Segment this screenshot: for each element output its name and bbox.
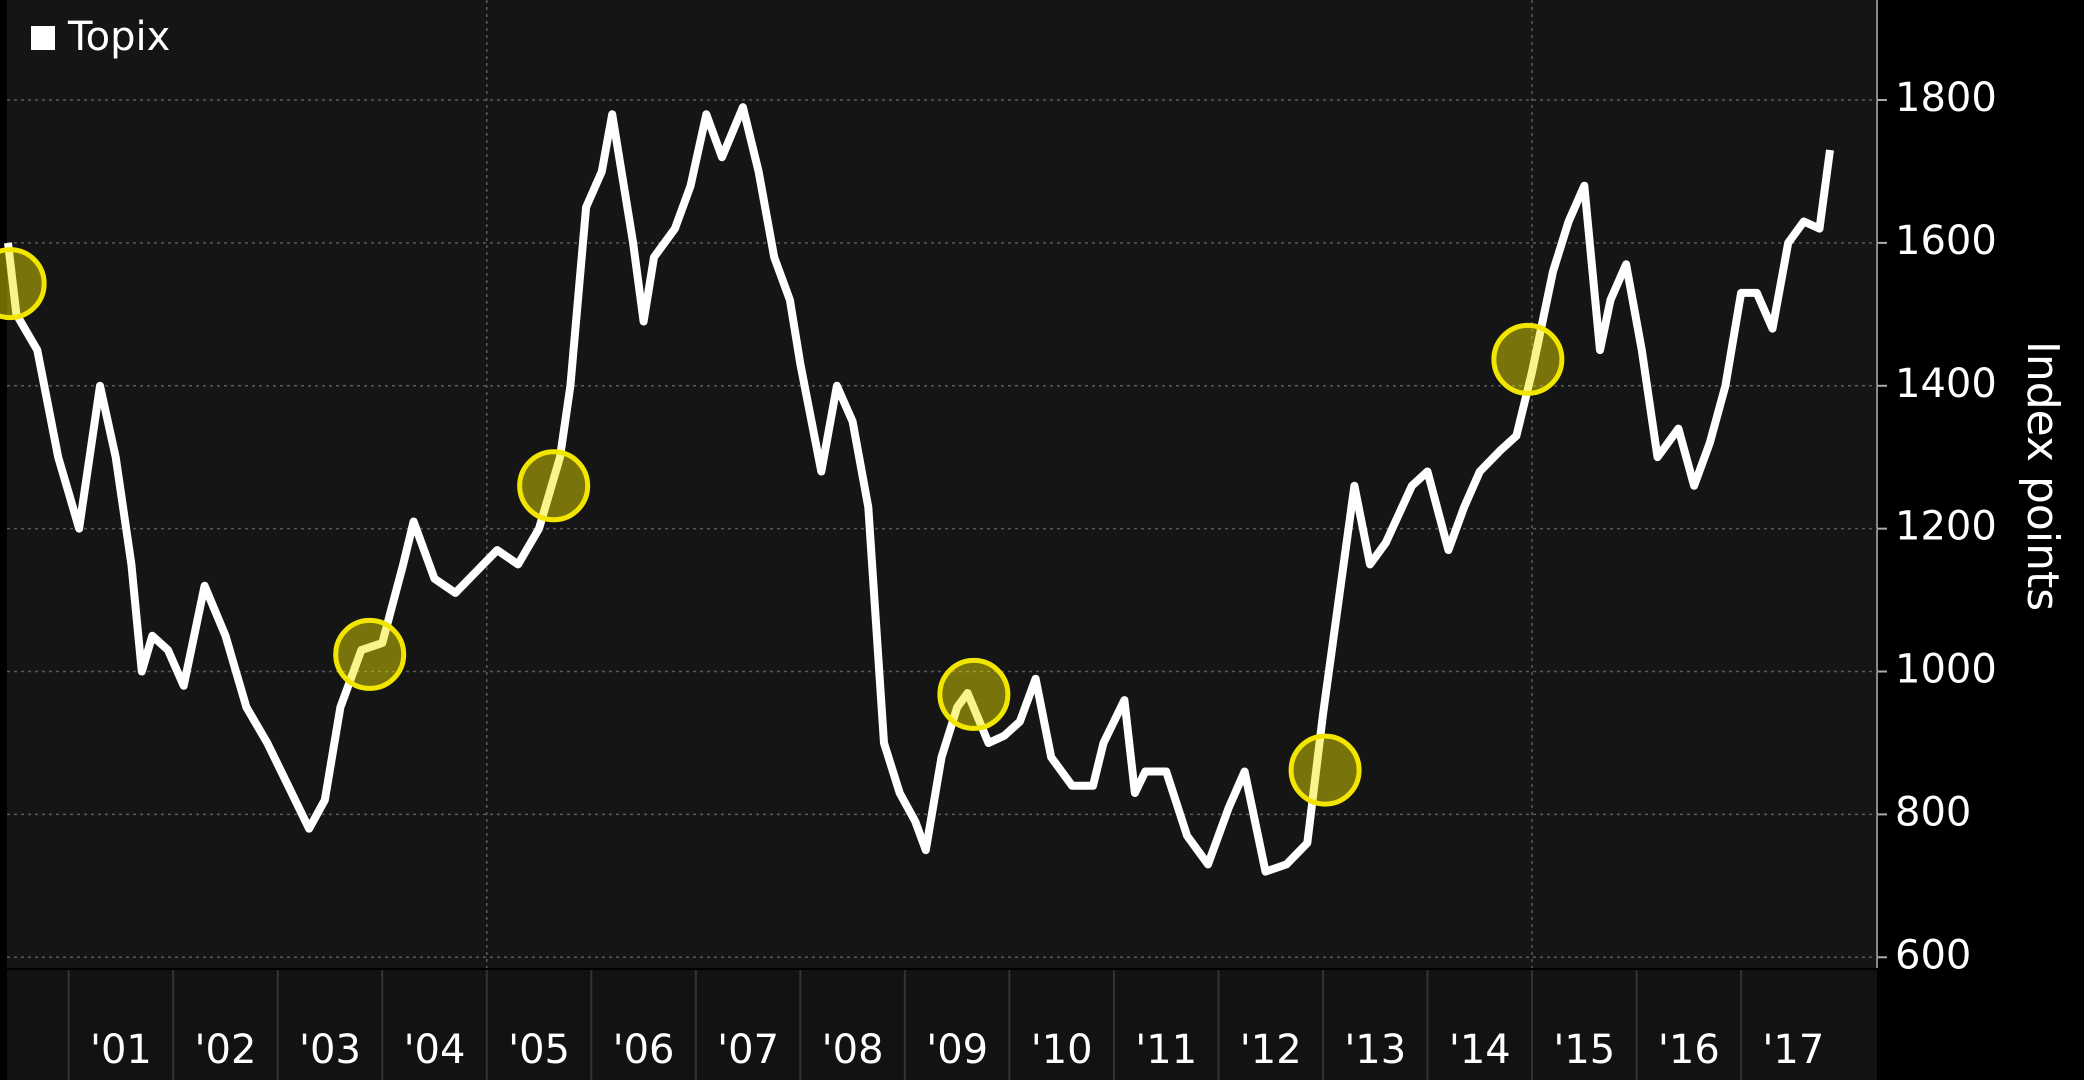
y-tick-label: 1400 bbox=[1895, 361, 1997, 407]
x-tick-label: '05 bbox=[508, 1027, 570, 1073]
y-tick-label: 1200 bbox=[1895, 504, 1997, 550]
plot bbox=[0, 103, 1834, 876]
x-tick-label: '07 bbox=[717, 1027, 779, 1073]
x-tick-label: '11 bbox=[1135, 1027, 1197, 1073]
axes: 600 800 1000 1200 1400 1600 1800 '01 '02 '03 '04 '0… bbox=[67, 75, 1997, 1080]
legend-swatch bbox=[31, 26, 55, 50]
grid bbox=[7, 0, 1877, 968]
x-tick-label: '17 bbox=[1762, 1027, 1824, 1073]
y-tick-label: 600 bbox=[1895, 932, 1971, 978]
x-tick-label: '02 bbox=[195, 1027, 257, 1073]
y-tick-label: 1800 bbox=[1895, 75, 1997, 121]
highlight-marker bbox=[333, 617, 407, 691]
x-axis-strip bbox=[7, 970, 1877, 1080]
y-tick-label: 1600 bbox=[1895, 218, 1997, 264]
highlight-marker bbox=[517, 449, 591, 523]
x-tick-label: '09 bbox=[926, 1027, 988, 1073]
x-tick-label: '04 bbox=[404, 1027, 466, 1073]
highlight-marker bbox=[0, 247, 47, 321]
x-tick-label: '12 bbox=[1240, 1027, 1302, 1073]
highlight-marker bbox=[1288, 733, 1362, 807]
x-tick-label: '01 bbox=[90, 1027, 152, 1073]
highlight-marker bbox=[1491, 322, 1565, 396]
x-tick-label: '15 bbox=[1553, 1027, 1615, 1073]
y-tick-label: 800 bbox=[1895, 789, 1971, 835]
x-tick-label: '06 bbox=[613, 1027, 675, 1073]
y-tick-label: 1000 bbox=[1895, 647, 1997, 693]
x-tick-label: '13 bbox=[1344, 1027, 1406, 1073]
x-tick-label: '03 bbox=[299, 1027, 361, 1073]
x-tick-label: '16 bbox=[1658, 1027, 1720, 1073]
series-line bbox=[4, 103, 1834, 876]
y-axis-label: Index points bbox=[2017, 341, 2068, 611]
legend-label: Topix bbox=[67, 14, 170, 60]
plot-area bbox=[7, 0, 1877, 968]
x-tick-label: '10 bbox=[1031, 1027, 1093, 1073]
x-tick-label: '14 bbox=[1449, 1027, 1511, 1073]
x-tick-label: '08 bbox=[822, 1027, 884, 1073]
highlight-marker bbox=[937, 657, 1011, 731]
